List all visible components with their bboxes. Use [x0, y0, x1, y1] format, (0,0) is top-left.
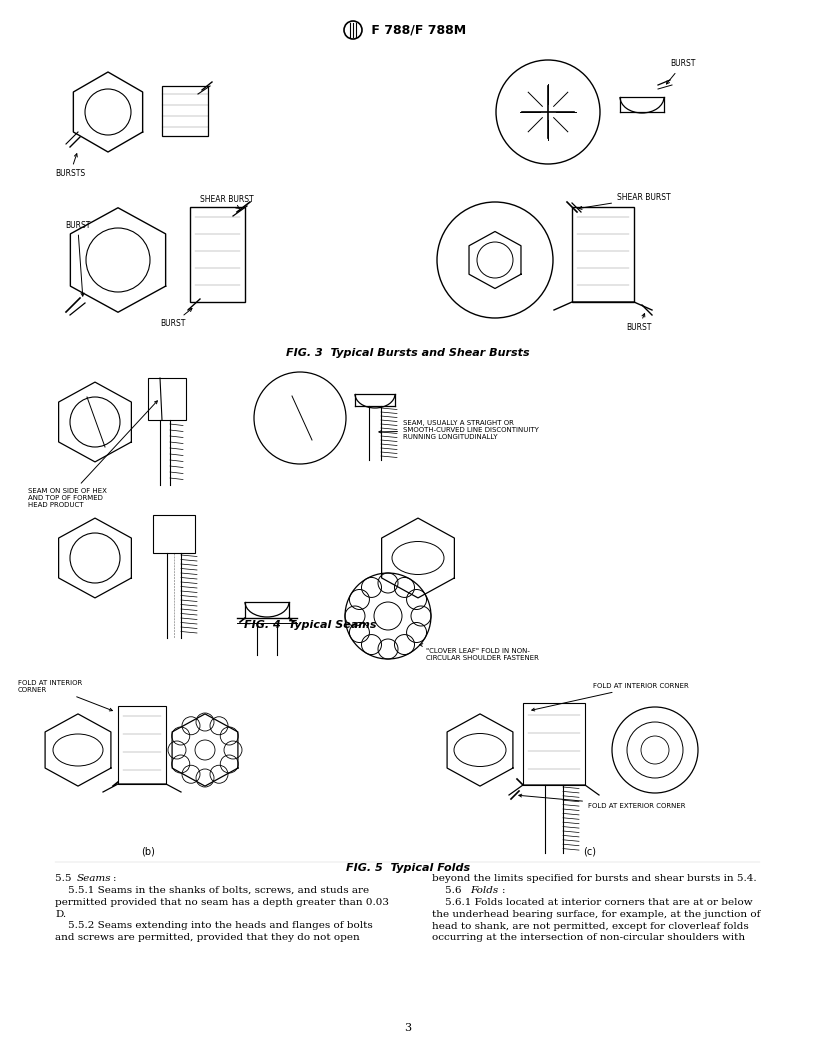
Bar: [153, 515, 195, 553]
Text: SEAM, USUALLY A STRAIGHT OR
SMOOTH-CURVED LINE DISCONTINUITY
RUNNING LONGITUDINA: SEAM, USUALLY A STRAIGHT OR SMOOTH-CURVE…: [379, 420, 539, 440]
Text: beyond the limits specified for bursts and shear bursts in 5.4.: beyond the limits specified for bursts a…: [432, 874, 756, 883]
Text: SHEAR BURST: SHEAR BURST: [579, 193, 671, 209]
Text: F 788/F 788M: F 788/F 788M: [367, 23, 466, 37]
Text: FOLD AT INTERIOR
CORNER: FOLD AT INTERIOR CORNER: [18, 680, 113, 711]
Text: SEAM ON SIDE OF HEX
AND TOP OF FORMED
HEAD PRODUCT: SEAM ON SIDE OF HEX AND TOP OF FORMED HE…: [28, 401, 157, 508]
Text: 5.5.1 Seams in the shanks of bolts, screws, and studs are
permitted provided tha: 5.5.1 Seams in the shanks of bolts, scre…: [55, 886, 389, 942]
Text: :: :: [502, 886, 505, 895]
Text: BURST: BURST: [667, 59, 695, 84]
Text: SHEAR BURST: SHEAR BURST: [200, 195, 254, 209]
Text: FOLD AT INTERIOR CORNER: FOLD AT INTERIOR CORNER: [532, 683, 689, 711]
Text: FIG. 5  Typical Folds: FIG. 5 Typical Folds: [346, 863, 470, 873]
Text: FOLD AT EXTERIOR CORNER: FOLD AT EXTERIOR CORNER: [519, 794, 685, 809]
Text: BURST: BURST: [160, 308, 192, 328]
Text: BURST: BURST: [626, 314, 651, 333]
Text: FIG. 3  Typical Bursts and Shear Bursts: FIG. 3 Typical Bursts and Shear Bursts: [286, 348, 530, 358]
Text: BURST: BURST: [65, 221, 91, 296]
Text: Folds: Folds: [470, 886, 499, 895]
Bar: [162, 86, 208, 136]
Text: (b): (b): [141, 846, 155, 856]
Bar: [148, 378, 186, 420]
Bar: [572, 207, 634, 302]
Text: :: :: [113, 874, 117, 883]
Text: Seams: Seams: [77, 874, 112, 883]
Text: BURSTS: BURSTS: [55, 154, 85, 178]
Bar: [523, 703, 585, 785]
Text: 5.6.1 Folds located at interior corners that are at or below
the underhead beari: 5.6.1 Folds located at interior corners …: [432, 898, 761, 942]
Text: (c): (c): [583, 846, 596, 856]
Bar: [190, 207, 245, 302]
Text: 5.6: 5.6: [432, 886, 465, 895]
Text: 5.5: 5.5: [55, 874, 75, 883]
Bar: [118, 706, 166, 784]
Text: FIG. 4  Typical Seams: FIG. 4 Typical Seams: [244, 620, 376, 630]
Text: 3: 3: [405, 1023, 411, 1033]
Text: "CLOVER LEAF" FOLD IN NON-
CIRCULAR SHOULDER FASTENER: "CLOVER LEAF" FOLD IN NON- CIRCULAR SHOU…: [419, 644, 539, 661]
